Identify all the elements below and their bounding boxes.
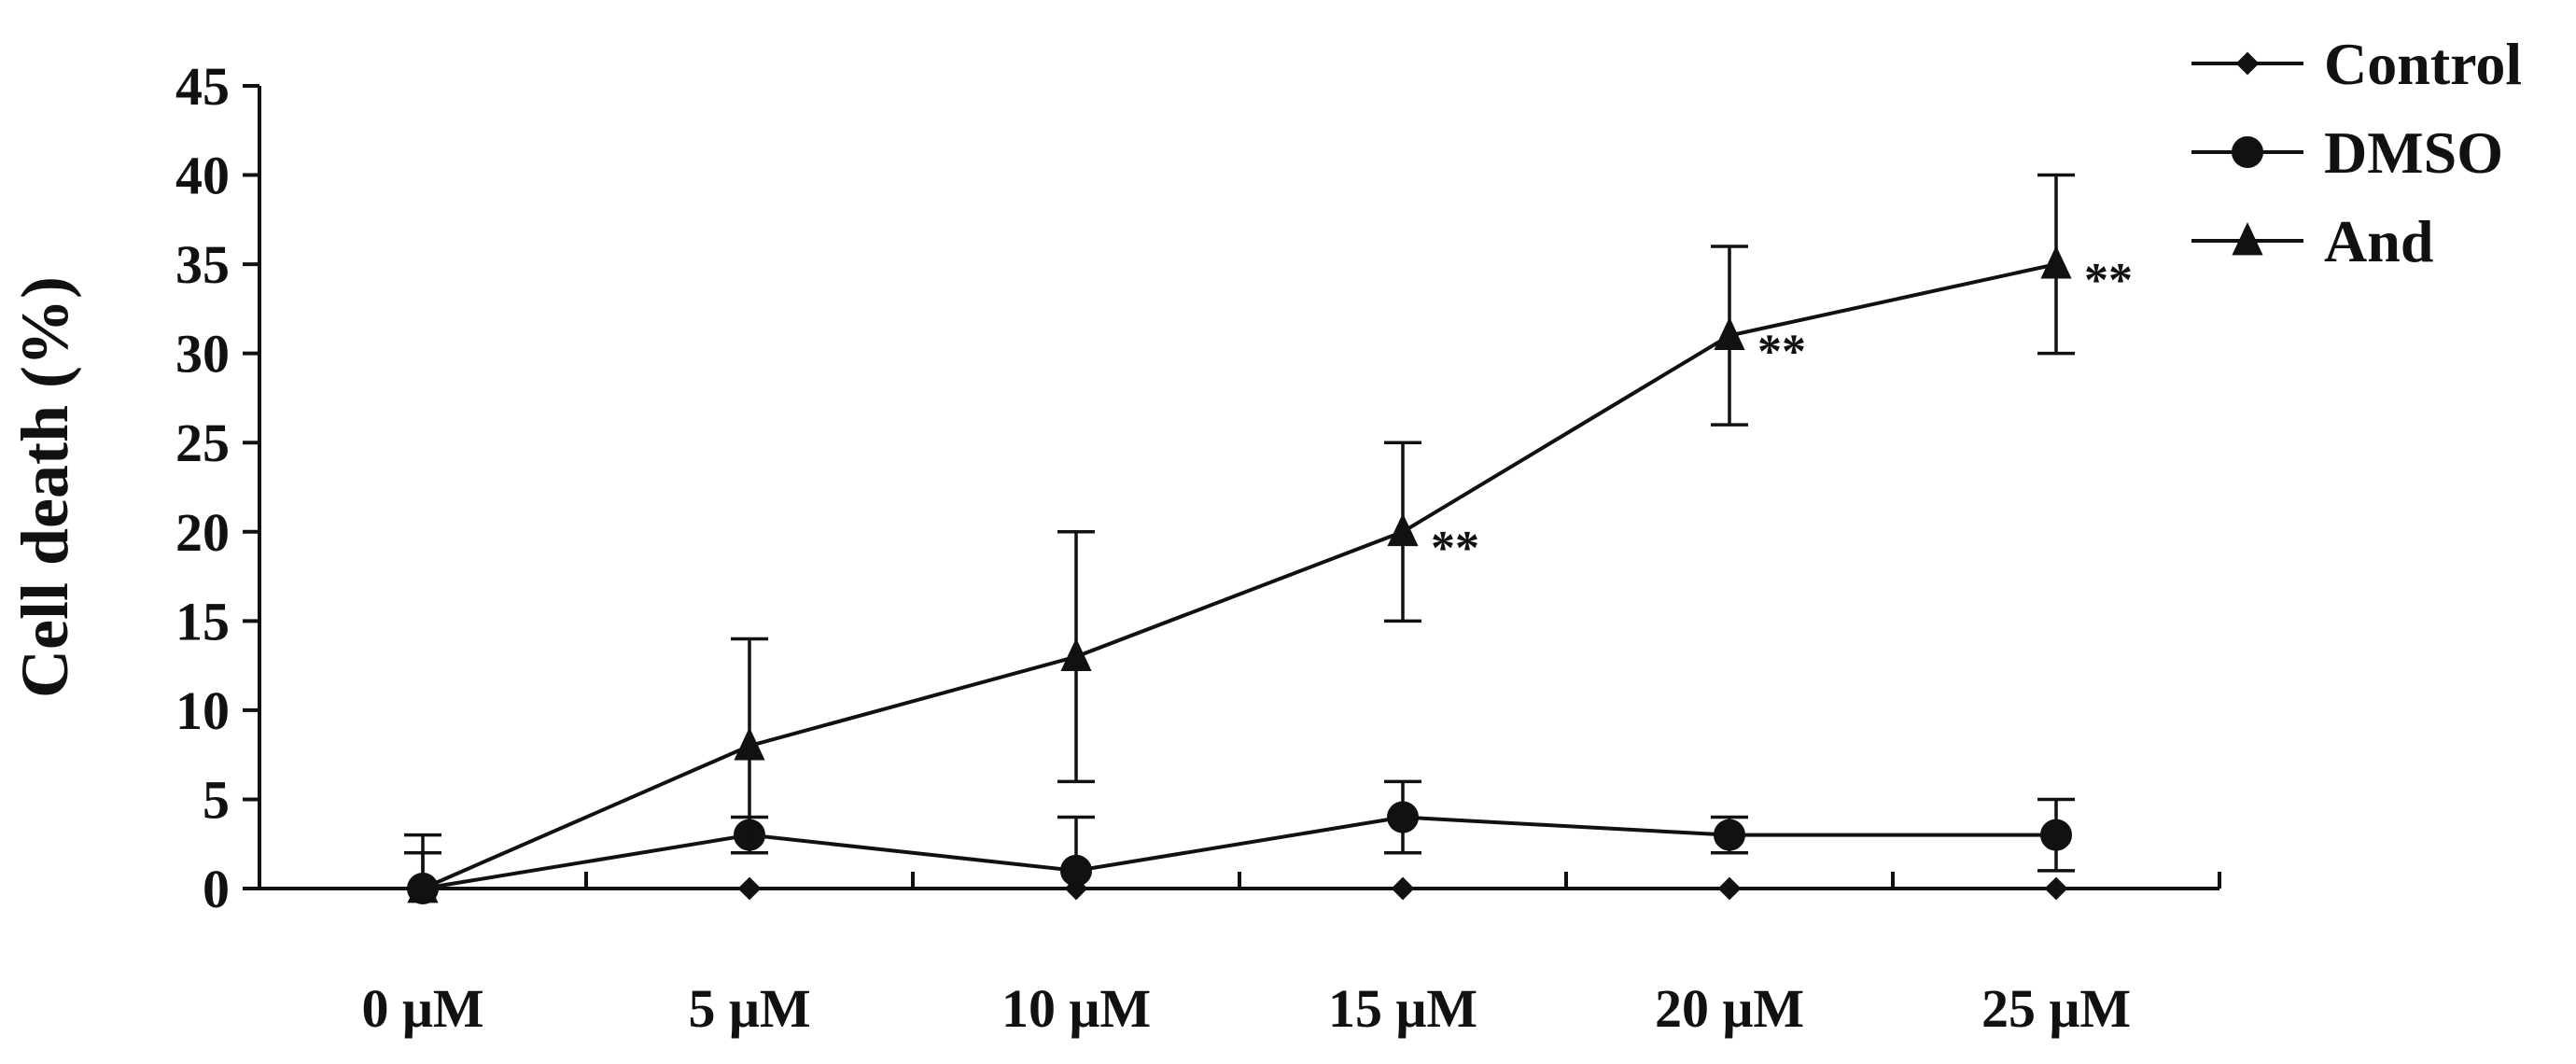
- legend-marker-control: [2235, 51, 2260, 76]
- data-point-dmso-5: [2040, 819, 2072, 851]
- legend-item-dmso: DMSO: [2191, 119, 2503, 186]
- data-point-and-0: [407, 870, 439, 903]
- axes-layer: [243, 84, 2221, 890]
- series-layer: [404, 173, 2075, 904]
- data-point-dmso-2: [1060, 854, 1092, 887]
- series-and: [404, 173, 2075, 903]
- x-tick-label-5-m: 5 μM: [688, 978, 810, 1039]
- significance-label-and-4: **: [1757, 326, 1806, 379]
- data-point-control-4: [1717, 876, 1742, 901]
- legend-layer: Control DMSO And: [2191, 31, 2522, 274]
- data-point-dmso-3: [1387, 801, 1419, 833]
- x-tick-label-10-m: 10 μM: [1001, 978, 1151, 1039]
- legend-marker-and: [2232, 222, 2263, 256]
- data-point-and-4: [1714, 316, 1745, 350]
- significance-label-and-3: **: [1431, 522, 1479, 575]
- series-line-and: [422, 262, 2057, 890]
- legend-marker-dmso: [2232, 136, 2263, 168]
- labels-layer: 0 5 10 15 20 25 30 35 40 45 0 μM 5 μM 10 μM 15 μM 20 μ…: [7, 56, 2133, 1039]
- x-tick-label-0-m: 0 μM: [361, 978, 483, 1039]
- legend-label-control: Control: [2324, 31, 2522, 97]
- legend-item-control: Control: [2191, 31, 2522, 97]
- y-tick-label-0: 0: [203, 859, 230, 919]
- significance-label-and-5: **: [2084, 254, 2133, 307]
- y-tick-label-45: 45: [175, 56, 230, 117]
- legend-label-and: And: [2324, 208, 2433, 274]
- data-point-control-1: [737, 876, 762, 901]
- y-tick-label-40: 40: [175, 146, 230, 206]
- data-point-and-3: [1387, 512, 1419, 547]
- y-axis-title: Cell death (%): [7, 276, 82, 698]
- y-tick-label-20: 20: [175, 502, 230, 563]
- data-point-and-2: [1060, 637, 1092, 671]
- x-tick-label-25-m: 25 μM: [1981, 978, 2131, 1039]
- y-tick-label-30: 30: [175, 324, 230, 385]
- y-tick-label-15: 15: [175, 591, 230, 651]
- data-point-and-1: [734, 727, 765, 761]
- y-tick-label-10: 10: [175, 680, 230, 741]
- y-tick-label-35: 35: [175, 234, 230, 295]
- x-tick-label-15-m: 15 μM: [1328, 978, 1477, 1039]
- data-point-control-3: [1391, 876, 1415, 901]
- x-tick-label-20-m: 20 μM: [1655, 978, 1804, 1039]
- series-line-dmso: [422, 815, 2056, 890]
- data-point-and-5: [2040, 245, 2072, 279]
- y-tick-label-5: 5: [203, 769, 230, 830]
- data-point-control-5: [2044, 876, 2068, 901]
- legend-label-dmso: DMSO: [2324, 119, 2503, 186]
- data-point-dmso-4: [1714, 819, 1745, 851]
- legend-item-and: And: [2191, 208, 2433, 274]
- y-tick-label-25: 25: [175, 413, 230, 473]
